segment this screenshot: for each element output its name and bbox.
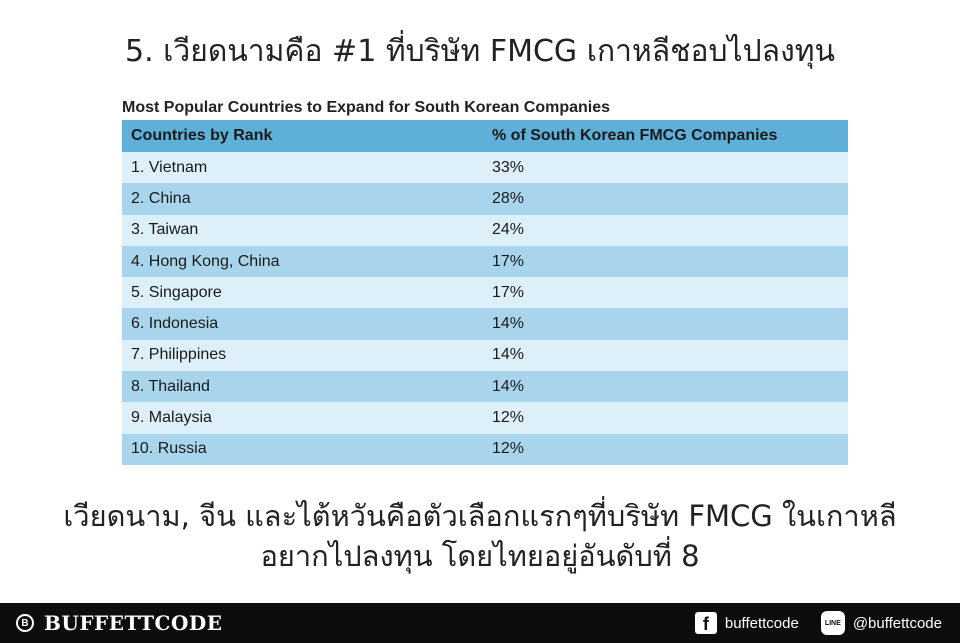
percent-cell: 14% xyxy=(492,377,525,395)
table-row: 5. Singapore 17% xyxy=(122,277,848,309)
facebook-link[interactable]: f buffettcode xyxy=(694,612,799,634)
caption-line-1: เวียดนาม, จีน และไต้หวันคือตัวเลือกแรกๆท… xyxy=(63,499,897,533)
column-header-percent: % of South Korean FMCG Companies xyxy=(492,127,778,144)
percent-cell: 12% xyxy=(492,409,525,427)
brand-name: BUFFETTCODE xyxy=(44,611,223,635)
ranking-table: Most Popular Countries to Expand for Sou… xyxy=(122,96,848,465)
line-label: @buffettcode xyxy=(852,614,942,632)
percent-cell: 12% xyxy=(492,440,525,458)
facebook-icon: f xyxy=(694,612,717,634)
percent-cell: 28% xyxy=(492,189,525,207)
country-cell: 5. Singapore xyxy=(131,283,222,301)
caption-line-2: อยากไปลงทุน โดยไทยอยู่อันดับที่ 8 xyxy=(260,539,700,573)
brand-logo-icon: B xyxy=(16,614,34,632)
table-row: 10. Russia 12% xyxy=(122,433,848,465)
country-cell: 8. Thailand xyxy=(131,377,210,395)
column-header-country: Countries by Rank xyxy=(131,127,273,144)
percent-cell: 14% xyxy=(492,346,525,364)
social-links: f buffettcode LINE @buffettcode xyxy=(673,611,942,635)
table-title: Most Popular Countries to Expand for Sou… xyxy=(122,99,611,116)
percent-cell: 33% xyxy=(492,158,525,176)
table-row: 3. Taiwan 24% xyxy=(122,214,848,246)
footer-bar: B BUFFETTCODE f buffettcode LINE @buffet… xyxy=(0,603,960,643)
table-row: 2. China 28% xyxy=(122,183,848,215)
country-cell: 3. Taiwan xyxy=(131,221,199,239)
table-header-row: Countries by Rank % of South Korean FMCG… xyxy=(122,120,848,152)
table-row: 1. Vietnam 33% xyxy=(122,152,848,184)
headline: 5. เวียดนามคือ #1 ที่บริษัท FMCG เกาหลีช… xyxy=(124,34,835,69)
country-cell: 6. Indonesia xyxy=(131,315,219,333)
table-row: 6. Indonesia 14% xyxy=(122,308,848,340)
brand: B BUFFETTCODE xyxy=(16,611,222,635)
table-row: 8. Thailand 14% xyxy=(122,371,848,403)
table-row: 9. Malaysia 12% xyxy=(122,402,848,434)
table-row: 4. Hong Kong, China 17% xyxy=(122,245,848,278)
country-cell: 10. Russia xyxy=(131,440,207,458)
table-row: 7. Philippines 14% xyxy=(122,339,848,372)
percent-cell: 14% xyxy=(492,315,525,333)
facebook-label: buffettcode xyxy=(724,614,799,632)
country-cell: 4. Hong Kong, China xyxy=(131,252,280,270)
line-link[interactable]: LINE @buffettcode xyxy=(820,611,942,635)
line-icon: LINE xyxy=(820,611,845,635)
percent-cell: 17% xyxy=(492,283,525,301)
percent-cell: 17% xyxy=(492,252,525,270)
percent-cell: 24% xyxy=(492,221,525,239)
country-cell: 7. Philippines xyxy=(131,346,227,364)
country-cell: 1. Vietnam xyxy=(131,158,208,176)
table-body: 1. Vietnam 33% 2. China 28% 3. Taiwan 24% 4. H… xyxy=(122,152,848,465)
country-cell: 9. Malaysia xyxy=(131,409,212,427)
caption: เวียดนาม, จีน และไต้หวันคือตัวเลือกแรกๆท… xyxy=(0,496,960,576)
country-cell: 2. China xyxy=(131,189,191,207)
